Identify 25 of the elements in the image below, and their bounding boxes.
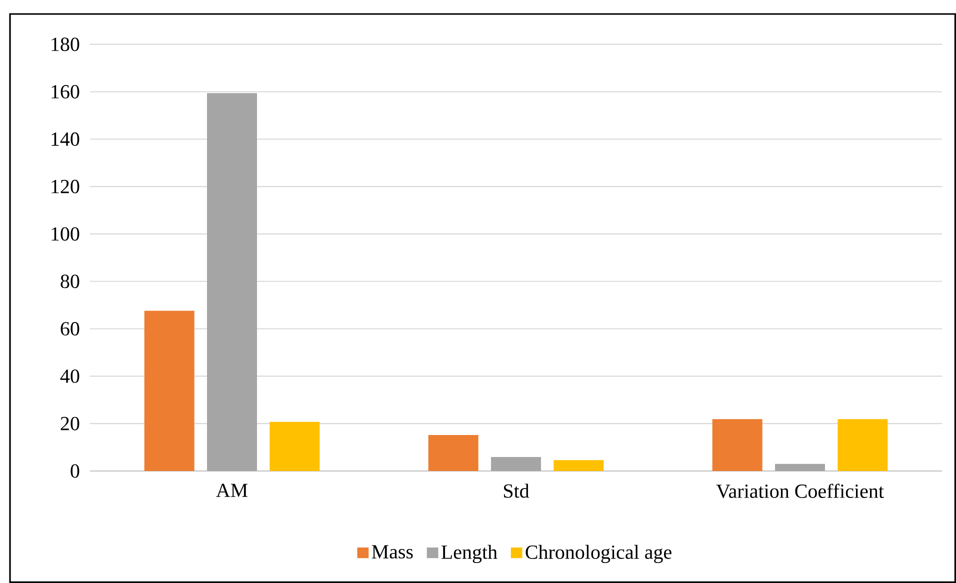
legend-label: Chronological age bbox=[526, 544, 672, 564]
y-tick-label: 80 bbox=[60, 274, 80, 288]
x-tick-label: Std bbox=[504, 484, 530, 498]
y-tick-label: 100 bbox=[52, 227, 80, 241]
y-tick-label: 60 bbox=[60, 322, 80, 336]
legend-label: Length bbox=[441, 544, 498, 564]
bar bbox=[270, 422, 320, 471]
y-tick-label: 20 bbox=[60, 416, 80, 430]
legend-label: Mass bbox=[372, 545, 413, 559]
bar bbox=[775, 464, 825, 471]
y-tick-label: 120 bbox=[52, 180, 80, 194]
y-tick-label: 0 bbox=[70, 464, 80, 478]
y-tick-label: 40 bbox=[60, 369, 80, 383]
bar bbox=[838, 419, 888, 471]
bar bbox=[428, 434, 478, 471]
bar bbox=[491, 457, 542, 471]
x-tick-label: AM bbox=[216, 484, 248, 497]
y-tick-label: 140 bbox=[52, 132, 80, 146]
bar bbox=[144, 310, 194, 471]
bar bbox=[554, 460, 604, 471]
bar bbox=[712, 419, 762, 471]
y-tick-label: 180 bbox=[52, 38, 80, 52]
y-tick-label: 160 bbox=[52, 84, 80, 98]
x-tick-label: Variation Coefficient bbox=[716, 484, 884, 498]
bar bbox=[207, 93, 258, 471]
